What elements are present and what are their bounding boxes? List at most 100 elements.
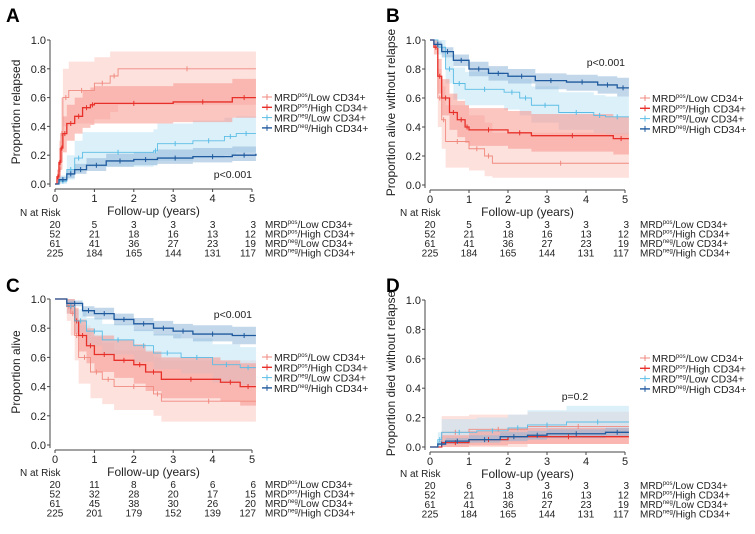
risk-count: 20 [424,481,436,492]
legend-sup: pos [676,104,686,110]
risk-count: 184 [461,510,478,521]
risk-count: 3 [210,220,216,231]
risk-count: 13 [580,230,592,241]
risk-label-base: MRD [640,481,663,492]
risk-label-rest: /Low CD34+ [673,239,728,250]
x-tick-label: 2 [505,456,511,468]
risk-label-sup: neg [288,499,298,505]
x-tick-label: 4 [583,456,589,468]
y-tick-label: 0.8 [406,64,421,76]
series-line-3 [55,153,257,185]
risk-count: 117 [613,249,629,260]
y-tick-label: 0.0 [406,442,421,454]
risk-count: 36 [128,239,140,250]
risk-count: 6 [250,480,256,491]
risk-count: 3 [505,220,511,231]
risk-label-base: MRD [265,230,288,241]
risk-count: 12 [618,491,630,502]
y-tick-label: 0.8 [31,323,46,335]
p-value: p=0.2 [562,391,589,403]
risk-label-base: MRD [640,239,663,250]
x-axis-label: Follow-up (years) [481,467,574,481]
risk-count: 17 [207,490,219,501]
legend-rest: /High CD34+ [308,383,368,395]
risk-label-base: MRD [640,510,663,521]
risk-label-base: MRD [640,249,663,260]
y-tick-label: 0.4 [31,382,46,394]
risk-label-sup: pos [288,230,298,236]
risk-row-label: MRDneg/Low CD34+ [640,500,728,511]
legend-base: MRD [652,363,676,375]
risk-count: 20 [49,480,61,491]
risk-count: 16 [541,491,553,502]
risk-count: 20 [168,490,180,501]
legend-entry: MRDpos/High CD34+ [652,103,746,115]
risk-count: 61 [49,239,61,250]
legend-base: MRD [652,374,676,386]
risk-label-rest: /High CD34+ [298,509,356,520]
risk-label-rest: /High CD34+ [672,491,730,502]
y-tick-label: 0.8 [406,324,421,336]
risk-row-label: MRDneg/High CD34+ [640,249,730,260]
risk-count: 36 [502,500,514,511]
risk-count: 144 [165,249,182,260]
risk-count: 152 [165,509,182,520]
legend-rest: /Low CD34+ [686,374,744,386]
risk-count: 45 [89,499,101,510]
legend-base: MRD [652,93,676,105]
x-axis-label: Follow-up (years) [481,205,574,219]
y-tick-label: 1.0 [31,35,46,47]
legend-base: MRD [652,384,676,396]
legend-rest: /Low CD34+ [308,92,366,104]
y-tick-label: 0.2 [31,411,46,423]
risk-label-rest: /Low CD34+ [297,220,352,231]
legend-sup: neg [676,375,686,381]
risk-count: 12 [618,230,630,241]
x-tick-label: 3 [170,454,176,466]
risk-count: 165 [500,510,517,521]
risk-label-rest: /High CD34+ [297,230,355,241]
y-axis-label: Proportion relapsed [9,60,23,165]
legend-rest: /High CD34+ [308,102,368,114]
legend-sup: neg [676,115,686,121]
y-tick-label: 1.0 [406,35,421,47]
y-tick-label: 0.0 [31,179,46,191]
legend-base: MRD [274,352,298,364]
legend-entry: MRDneg/High CD34+ [652,384,746,396]
ci-band-1 [430,40,629,155]
risk-table-title: N at Risk [400,208,442,219]
y-axis-label: Proportion alive [9,330,23,414]
risk-label-sup: pos [663,230,673,236]
risk-label-base: MRD [265,249,288,260]
legend-rest: /High CD34+ [308,362,368,374]
risk-count: 5 [466,220,472,231]
risk-count: 21 [89,230,101,241]
legend-entry: MRDpos/Low CD34+ [652,93,744,105]
risk-count: 30 [168,499,180,510]
risk-count: 27 [168,239,180,250]
risk-label-sup: pos [663,220,673,226]
risk-count: 5 [92,220,98,231]
risk-label-base: MRD [265,480,288,491]
p-value: p<0.001 [587,57,625,69]
risk-label-rest: /Low CD34+ [672,220,727,231]
legend-sup: pos [298,93,308,99]
x-tick-label: 4 [210,454,216,466]
legend-rest: /High CD34+ [686,124,746,136]
legend-sup: pos [676,364,686,370]
panel-letter: A [6,6,20,27]
risk-count: 3 [583,481,589,492]
legend-base: MRD [274,102,298,114]
legend-sup: neg [298,374,308,380]
risk-count: 3 [623,220,629,231]
risk-count: 18 [502,230,514,241]
risk-label-rest: /Low CD34+ [673,500,728,511]
y-tick-label: 0.6 [31,352,46,364]
risk-count: 19 [618,239,630,250]
legend-base: MRD [652,114,676,126]
risk-label-base: MRD [265,239,288,250]
risk-label-rest: /High CD34+ [298,249,356,260]
risk-count: 6 [210,480,216,491]
risk-label-base: MRD [265,499,288,510]
